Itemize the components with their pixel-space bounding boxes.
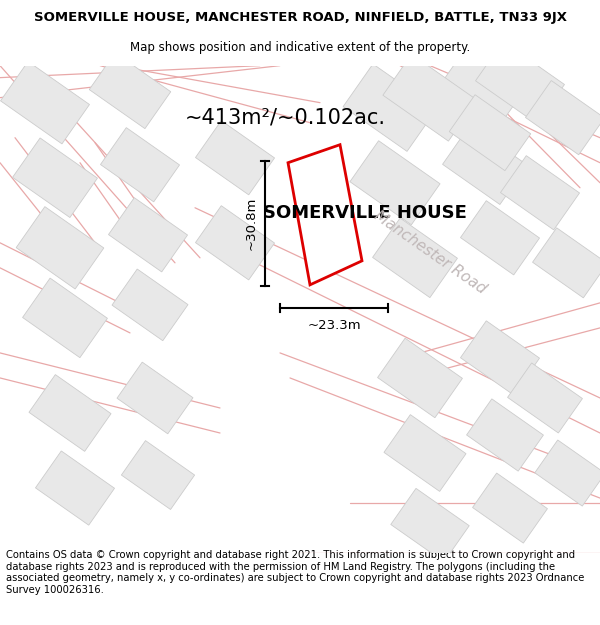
Polygon shape [526, 81, 600, 155]
Polygon shape [377, 338, 463, 418]
Polygon shape [112, 269, 188, 341]
Polygon shape [109, 198, 188, 272]
Polygon shape [343, 64, 437, 151]
Polygon shape [460, 201, 539, 275]
Text: Map shows position and indicative extent of the property.: Map shows position and indicative extent… [130, 41, 470, 54]
Polygon shape [16, 207, 104, 289]
Polygon shape [100, 127, 179, 202]
Text: ~23.3m: ~23.3m [307, 319, 361, 332]
Polygon shape [508, 363, 583, 433]
Polygon shape [196, 121, 275, 195]
Polygon shape [443, 125, 527, 204]
Polygon shape [196, 206, 275, 280]
Polygon shape [500, 156, 580, 230]
Polygon shape [288, 145, 362, 285]
Polygon shape [476, 41, 565, 124]
Text: ~30.8m: ~30.8m [245, 197, 257, 250]
Polygon shape [449, 95, 531, 171]
Text: Manchester Road: Manchester Road [371, 209, 489, 297]
Polygon shape [373, 218, 457, 298]
Polygon shape [117, 362, 193, 434]
Polygon shape [13, 138, 97, 218]
Polygon shape [89, 52, 171, 129]
Polygon shape [23, 278, 107, 358]
Text: SOMERVILLE HOUSE, MANCHESTER ROAD, NINFIELD, BATTLE, TN33 9JX: SOMERVILLE HOUSE, MANCHESTER ROAD, NINFI… [34, 11, 566, 24]
Polygon shape [535, 440, 600, 506]
Polygon shape [473, 473, 547, 543]
Polygon shape [460, 321, 539, 395]
Polygon shape [467, 399, 544, 471]
Polygon shape [533, 228, 600, 298]
Polygon shape [121, 441, 194, 509]
Text: Contains OS data © Crown copyright and database right 2021. This information is : Contains OS data © Crown copyright and d… [6, 550, 584, 595]
Text: SOMERVILLE HOUSE: SOMERVILLE HOUSE [263, 204, 467, 222]
Polygon shape [35, 451, 115, 525]
Polygon shape [383, 54, 477, 141]
Polygon shape [350, 141, 440, 225]
Polygon shape [29, 374, 111, 451]
Polygon shape [384, 414, 466, 491]
Polygon shape [436, 49, 524, 132]
Text: ~413m²/~0.102ac.: ~413m²/~0.102ac. [185, 107, 386, 127]
Polygon shape [1, 61, 89, 144]
Polygon shape [391, 488, 469, 562]
